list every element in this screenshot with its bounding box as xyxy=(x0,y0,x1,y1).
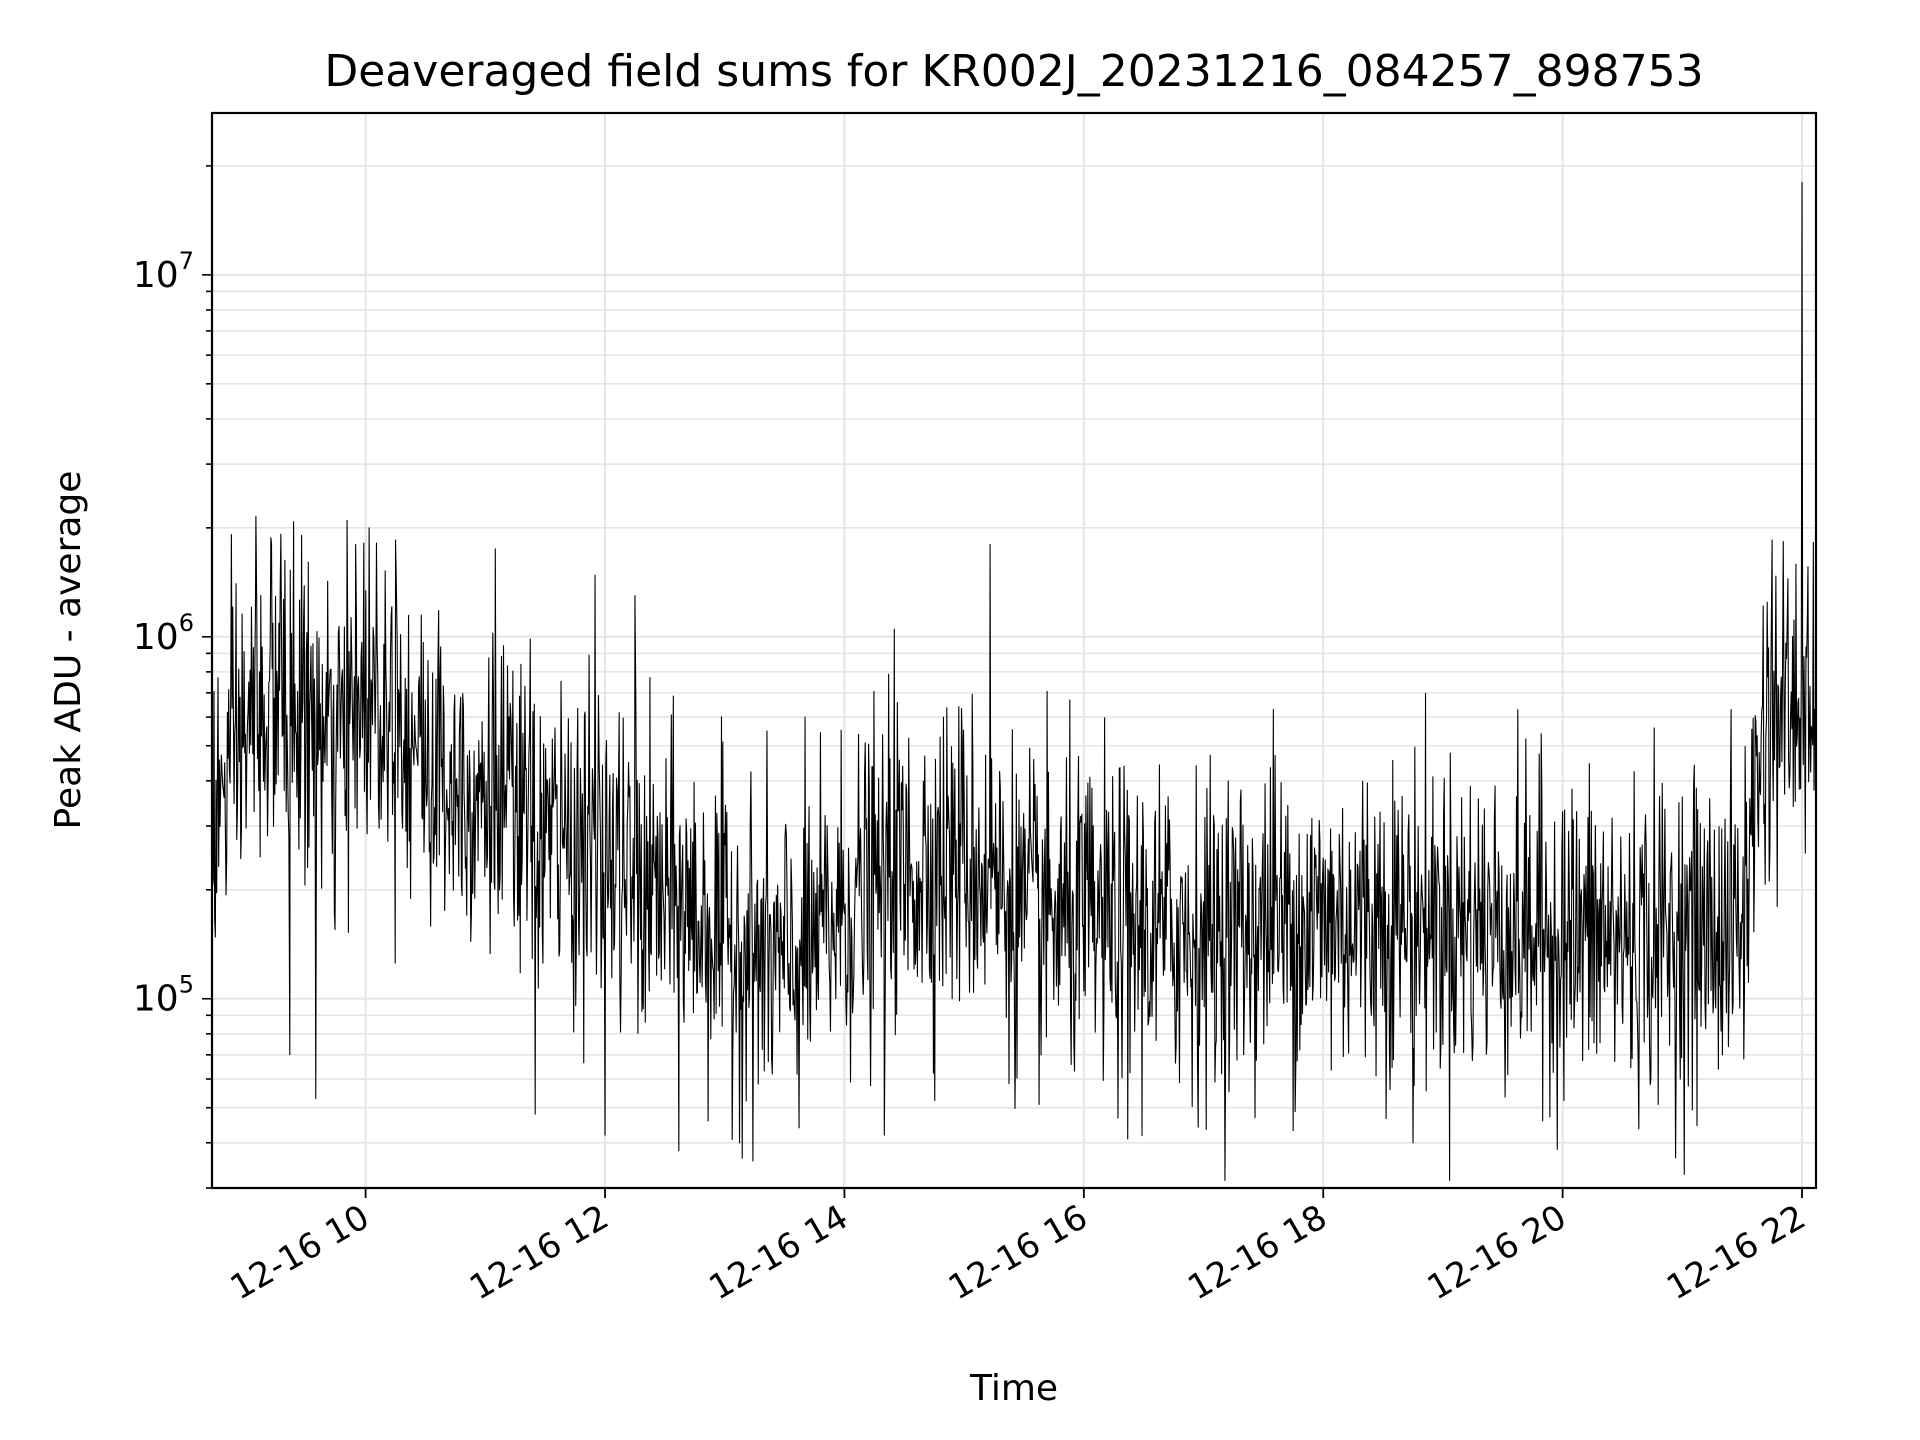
x-axis-label: Time xyxy=(969,1368,1058,1409)
y-tick-label-base: 10 xyxy=(133,617,179,658)
y-tick-label-base: 10 xyxy=(133,255,179,296)
plot-frame xyxy=(210,111,1818,1190)
series-line xyxy=(211,181,1817,1181)
y-tick-label: 106 xyxy=(133,609,194,658)
y-tick-label: 107 xyxy=(133,247,194,296)
data-series xyxy=(211,181,1817,1181)
y-tick-label-base: 10 xyxy=(133,979,179,1020)
y-tick-label: 105 xyxy=(133,971,194,1020)
y-tick-label-exponent: 5 xyxy=(179,971,194,999)
y-axis-label: Peak ADU - average xyxy=(48,471,89,830)
chart-title: Deaveraged field sums for KR002J_2023121… xyxy=(324,46,1703,97)
y-tick-label-exponent: 7 xyxy=(179,247,194,275)
y-tick-label-exponent: 6 xyxy=(179,609,194,637)
